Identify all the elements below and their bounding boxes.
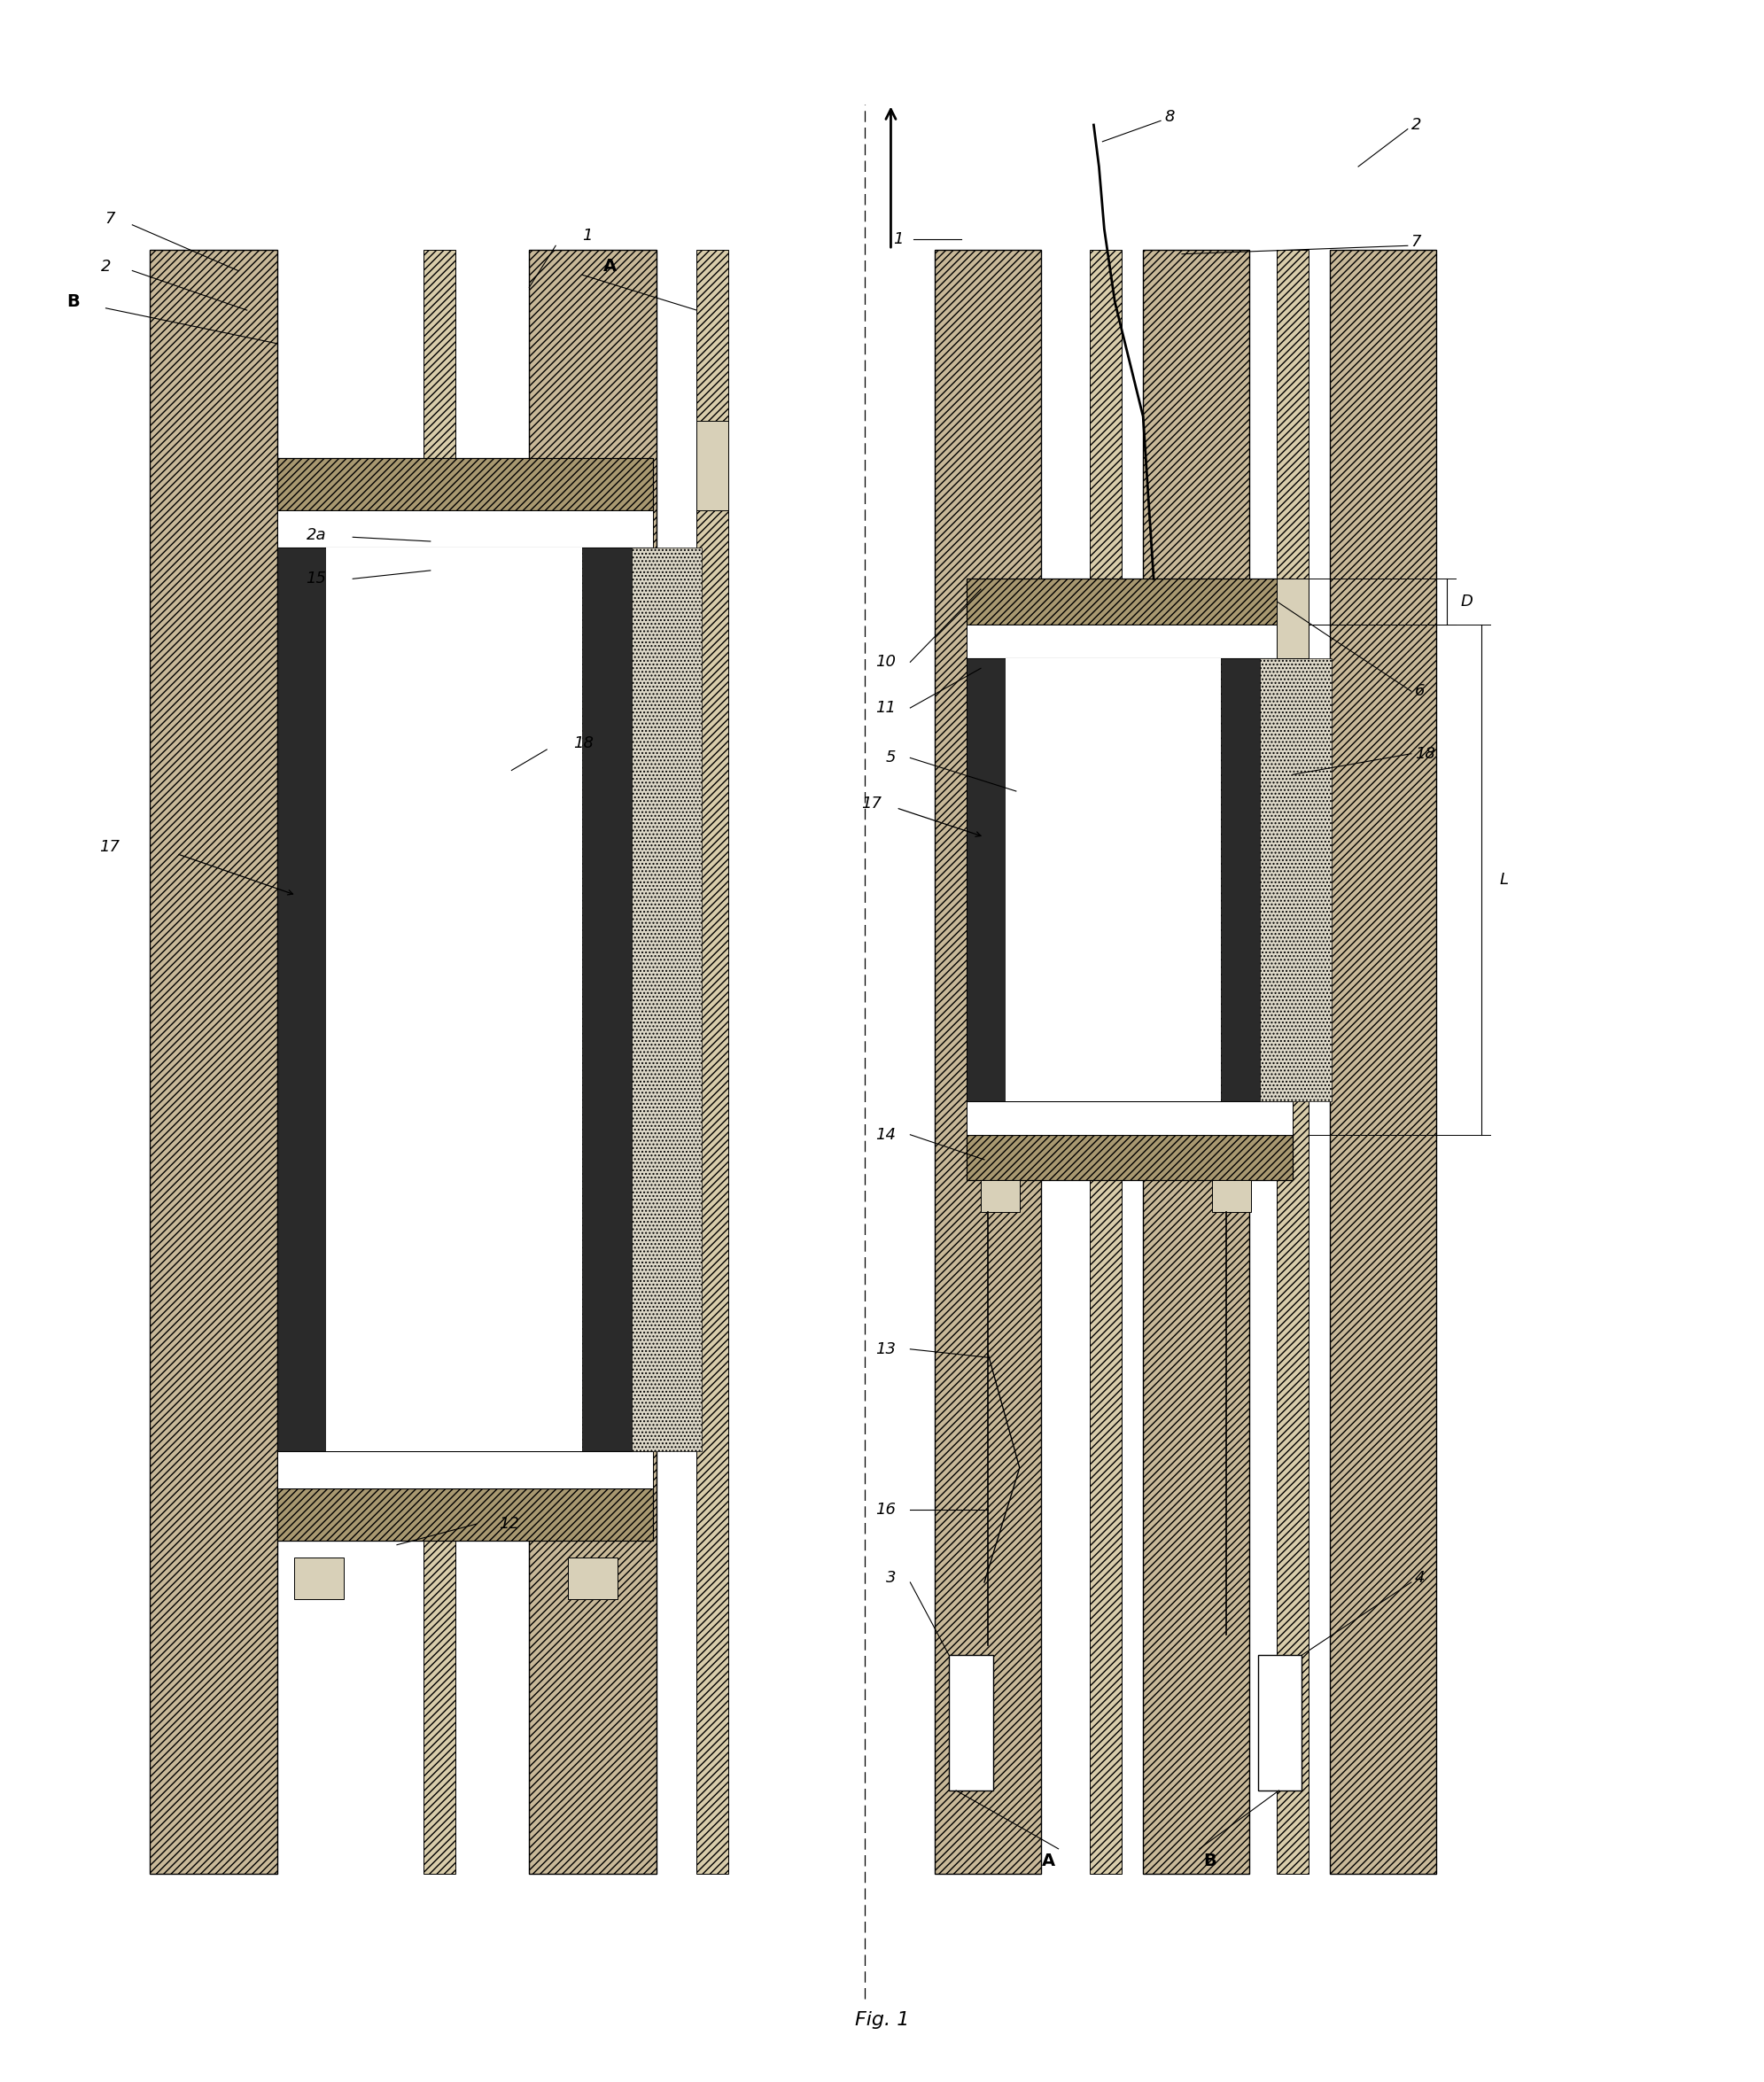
Bar [1041,250,1090,1874]
Bar [150,250,277,1874]
Bar [967,625,1293,658]
Bar [1090,250,1122,1874]
Text: 3: 3 [886,1570,896,1586]
Text: 13: 13 [875,1341,896,1357]
Bar [423,250,455,1874]
Bar [1259,658,1332,1101]
Text: 7: 7 [104,210,115,227]
Text: 1: 1 [893,231,903,248]
Bar [656,250,697,1874]
Bar [967,1101,1293,1135]
Bar [949,1655,993,1791]
Text: D: D [1461,593,1473,610]
Bar [1277,250,1309,1874]
Bar [967,658,1005,1101]
Bar [277,458,653,510]
Bar [697,250,729,1874]
Text: L: L [1499,872,1508,887]
Text: 11: 11 [875,700,896,716]
Text: 17: 17 [861,795,882,812]
Text: 16: 16 [875,1501,896,1518]
Bar [582,548,632,1451]
Bar [1143,250,1249,1874]
Bar [277,1489,653,1541]
Bar [935,250,1041,1874]
Bar [1436,250,1471,1874]
Text: A: A [1041,1853,1055,1870]
Text: B: B [1203,1853,1215,1870]
Text: B: B [67,294,79,310]
Bar [697,421,729,510]
Bar [1212,1180,1251,1212]
Bar [632,548,702,1451]
Text: 2: 2 [1411,117,1422,133]
Text: 17: 17 [99,839,120,856]
Bar [326,548,582,1451]
Bar [1330,250,1436,1874]
Text: 18: 18 [1415,745,1436,762]
Text: 4: 4 [1415,1570,1425,1586]
Bar [967,579,1293,625]
Bar [277,510,653,548]
Bar [1258,1655,1302,1791]
Text: 2a: 2a [307,527,326,543]
Bar [529,250,656,1874]
Bar [277,548,326,1451]
Bar [295,1557,344,1599]
Text: 7: 7 [1411,233,1422,250]
Text: 10: 10 [875,654,896,670]
Text: 12: 12 [499,1516,520,1532]
Bar [1221,658,1259,1101]
Bar [277,548,653,1451]
Text: 1: 1 [582,227,593,244]
Text: 8: 8 [1164,108,1175,125]
Bar [277,250,423,1874]
Text: 2: 2 [101,258,111,275]
Text: 6: 6 [1415,683,1425,700]
Text: Fig. 1: Fig. 1 [856,2011,908,2028]
Bar [967,1135,1293,1180]
Bar [277,1451,653,1489]
Bar [1309,250,1330,1874]
Text: 18: 18 [573,735,594,752]
Bar [455,250,529,1874]
Bar [967,658,1293,1101]
Bar [1122,250,1143,1874]
Text: 14: 14 [875,1126,896,1143]
Bar [1245,250,1277,1874]
Bar [1005,658,1221,1101]
Text: 5: 5 [886,750,896,766]
Text: 15: 15 [305,570,326,587]
Bar [981,1180,1020,1212]
Bar [1277,579,1309,658]
Text: A: A [603,258,617,275]
Bar [568,1557,617,1599]
